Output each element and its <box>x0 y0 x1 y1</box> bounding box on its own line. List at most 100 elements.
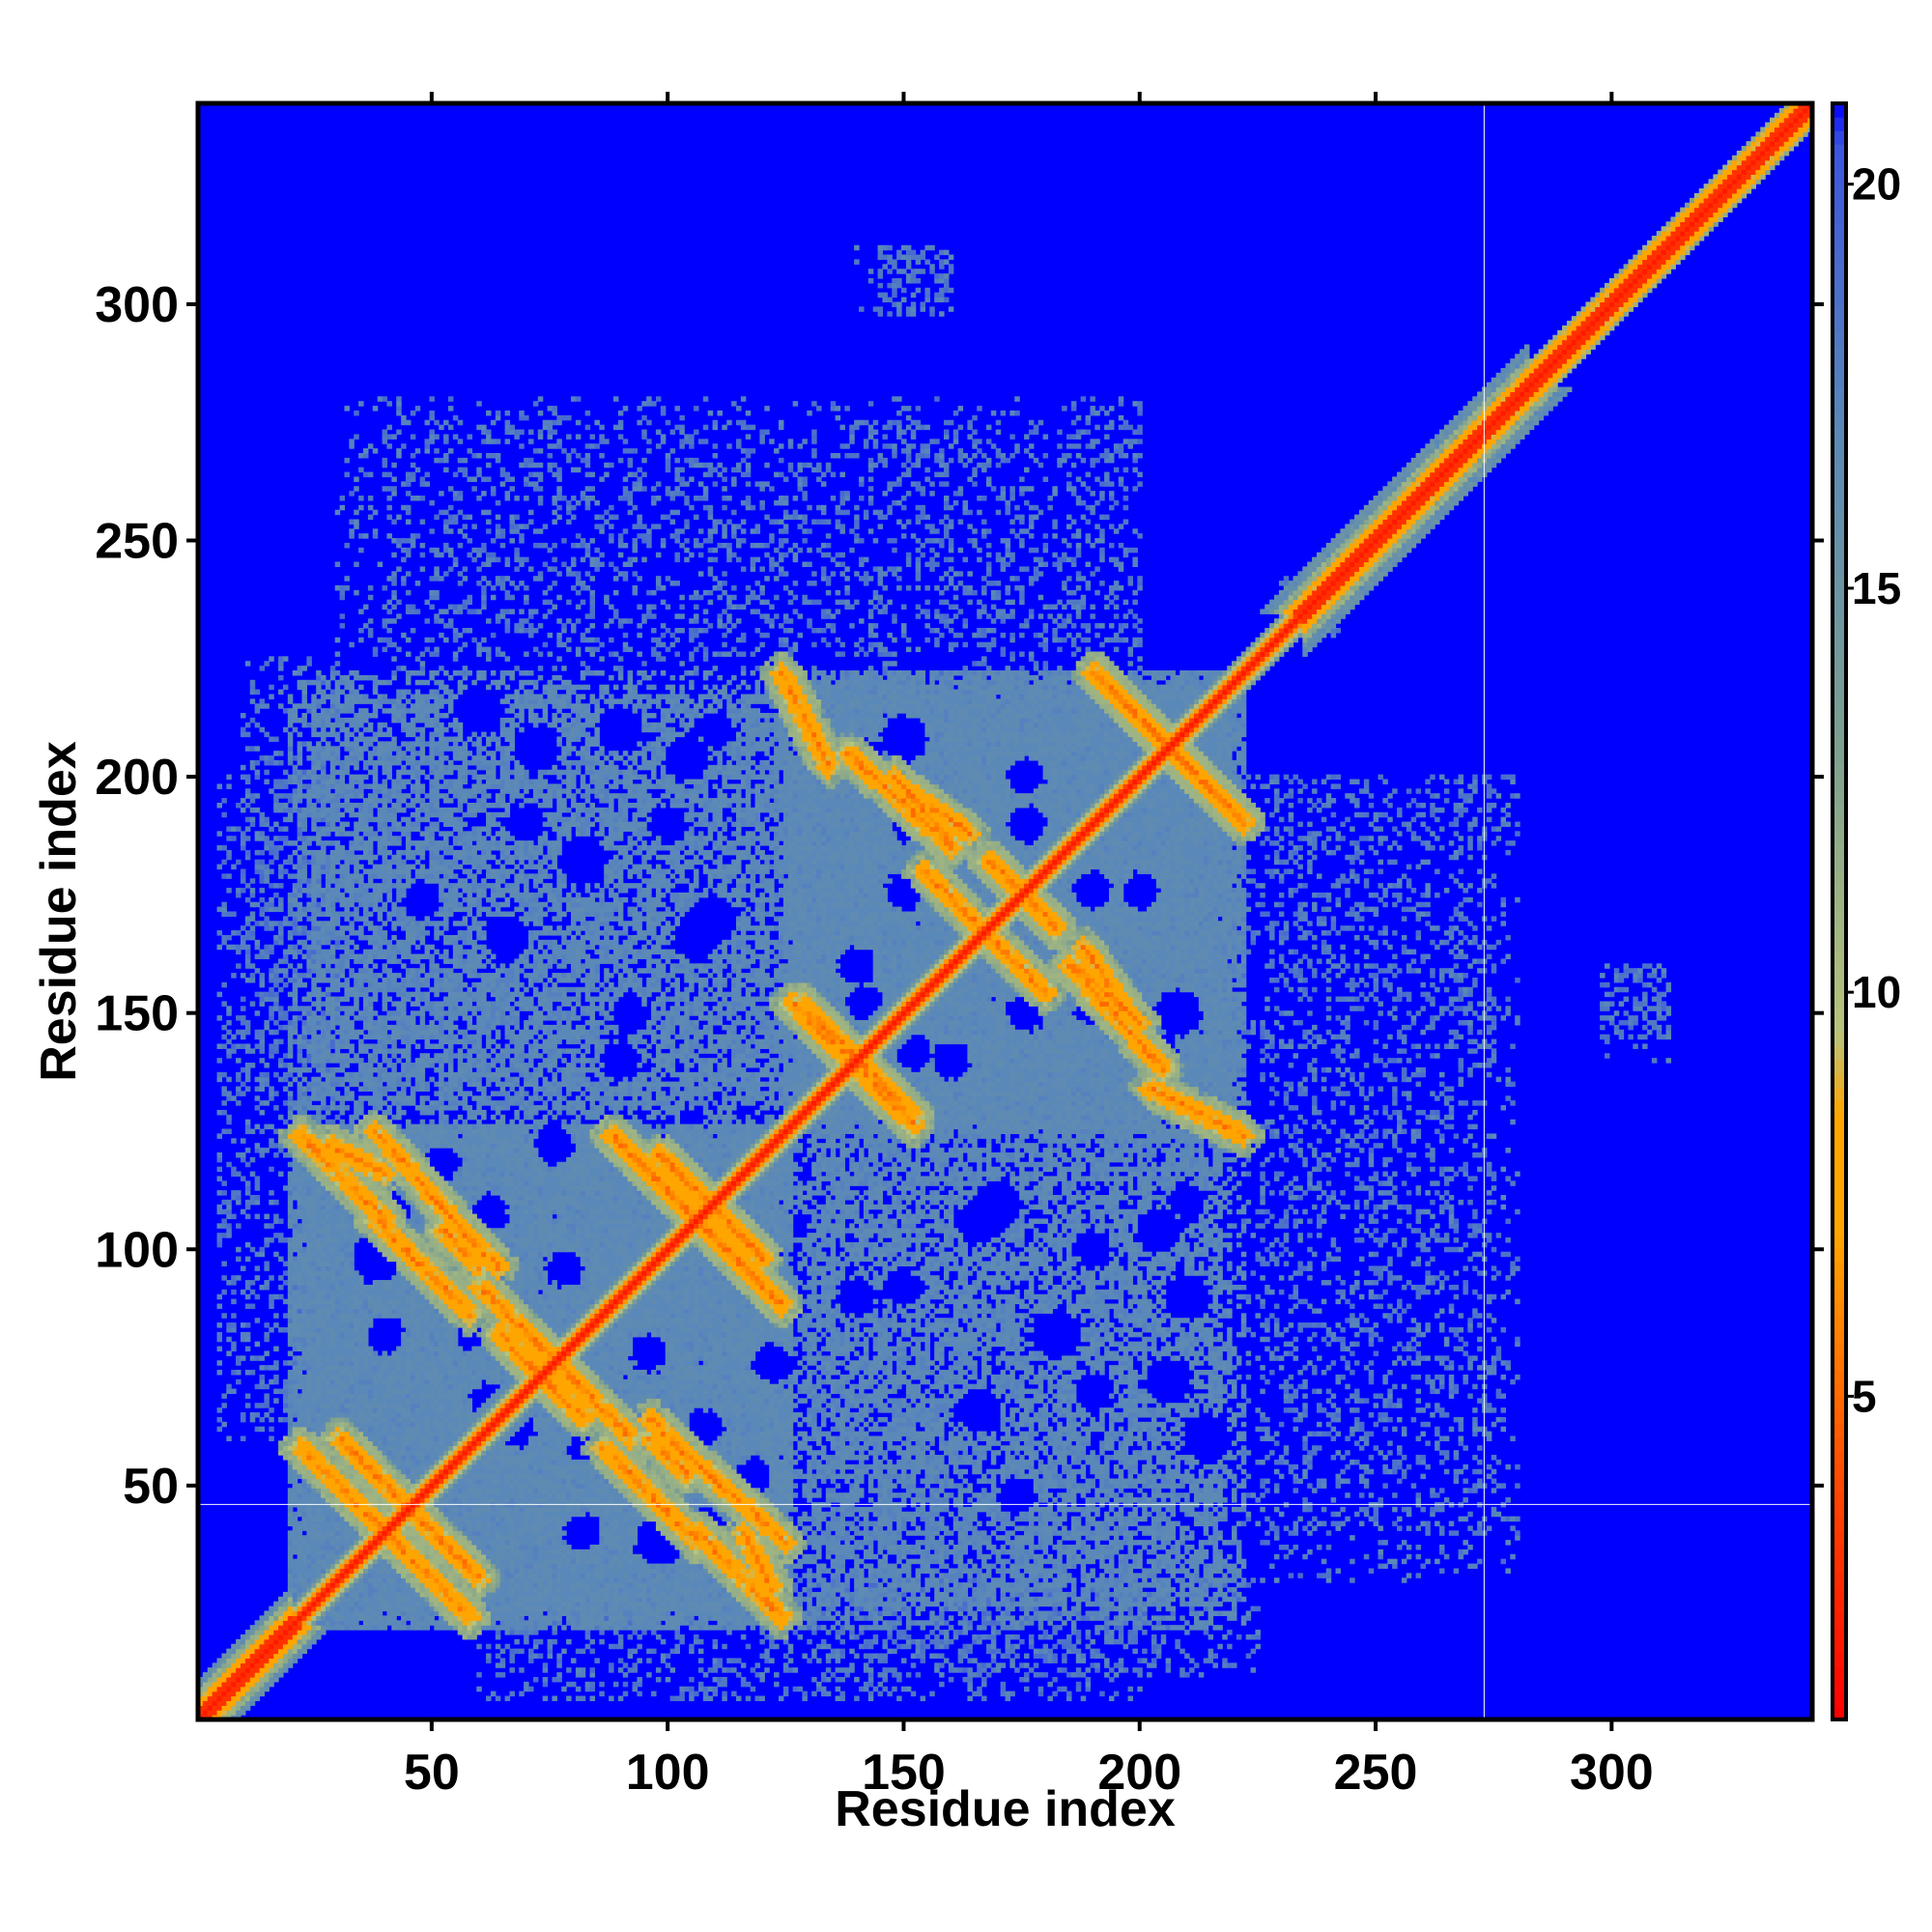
heatmap-cell-run <box>1014 1601 1025 1607</box>
heatmap-cell-run <box>1090 1516 1095 1522</box>
heatmap-cell-run <box>396 1563 402 1570</box>
heatmap-cell-run <box>566 1497 572 1503</box>
heatmap-cell-run <box>981 1558 987 1565</box>
heatmap-cell-run <box>995 1525 1002 1531</box>
heatmap-cell-run <box>486 1530 492 1536</box>
heatmap-cell-run <box>504 1568 511 1574</box>
heatmap-cell-run <box>447 1497 454 1503</box>
heatmap-cell-run <box>1024 1587 1030 1593</box>
heatmap-cell-run <box>1170 1625 1185 1631</box>
heatmap-cell-run <box>867 1488 874 1493</box>
heatmap-cell-run <box>1127 1577 1134 1583</box>
heatmap-cell-run <box>1208 1653 1214 1659</box>
heatmap-cell-run <box>264 1630 274 1635</box>
heatmap-cell-run <box>764 1548 780 1555</box>
heatmap-cell-run <box>561 1506 567 1513</box>
heatmap-cell-run <box>609 1601 614 1607</box>
heatmap-cell-run <box>244 1700 251 1706</box>
heatmap-cell-run <box>830 1601 837 1607</box>
heatmap-cell-run <box>859 1605 865 1612</box>
heatmap-cell-run <box>882 1658 888 1663</box>
heatmap-cell-run <box>1122 1591 1129 1598</box>
heatmap-cell-run <box>334 1497 341 1503</box>
heatmap-cell-run <box>981 1620 992 1626</box>
heatmap-cell-run <box>377 1553 384 1560</box>
heatmap-cell-run <box>1142 1573 1148 1578</box>
heatmap-cell-run <box>745 1587 752 1593</box>
heatmap-cell-run <box>924 1587 930 1593</box>
heatmap-cell-run <box>467 1625 472 1631</box>
heatmap-cell-run <box>528 1658 534 1663</box>
heatmap-cell-run <box>584 1483 591 1489</box>
heatmap-cell-run <box>1151 1625 1157 1631</box>
heatmap-cell-run <box>952 1520 959 1527</box>
heatmap-cell-run <box>957 1540 964 1546</box>
heatmap-cell-run <box>604 1558 610 1565</box>
heatmap-cell-run <box>745 1582 752 1588</box>
heatmap-cell-run <box>651 1587 657 1593</box>
heatmap-cell-run <box>1467 1545 1473 1550</box>
heatmap-cell-run <box>717 1511 723 1518</box>
heatmap-cell-run <box>462 1587 472 1593</box>
heatmap-cell-run <box>311 1483 317 1489</box>
heatmap-cell-run <box>830 1672 837 1678</box>
heatmap-cell-run <box>457 1630 469 1635</box>
heatmap-cell-run <box>754 1596 761 1603</box>
heatmap-cell-run <box>697 1601 704 1607</box>
heatmap-cell-run <box>934 1591 950 1598</box>
heatmap-cell-run <box>774 1634 780 1640</box>
heatmap-cell-run <box>273 1658 279 1663</box>
heatmap-cell-run <box>689 1520 695 1527</box>
heatmap-cell-run <box>1037 1540 1044 1546</box>
heatmap-cell-run <box>1142 1511 1148 1518</box>
heatmap-cell-run <box>934 1568 940 1574</box>
heatmap-cell-run <box>1024 1548 1030 1555</box>
heatmap-cell-run <box>198 1686 204 1692</box>
heatmap-cell-run <box>792 1535 799 1541</box>
heatmap-cell-run <box>1175 1638 1180 1645</box>
heatmap-cell-run <box>924 1483 930 1489</box>
heatmap-cell-run <box>499 1573 506 1578</box>
heatmap-cell-run <box>495 1568 501 1574</box>
heatmap-cell-run <box>774 1610 780 1616</box>
heatmap-cell-run <box>532 1577 544 1583</box>
heatmap-cell-run <box>901 1658 907 1663</box>
heatmap-cell-run <box>896 1582 902 1588</box>
heatmap-cell-run <box>499 1558 511 1565</box>
heatmap-cell-run <box>372 1548 379 1555</box>
heatmap-cell-run <box>816 1582 822 1588</box>
heatmap-cell-run <box>839 1553 845 1560</box>
heatmap-cell-run <box>1227 1615 1237 1621</box>
heatmap-cell-run <box>424 1483 431 1489</box>
heatmap-cell-run <box>957 1653 964 1659</box>
heatmap-cell-run <box>1108 1676 1115 1683</box>
heatmap-cell-run <box>646 1615 657 1621</box>
heatmap-cell-run <box>679 1530 685 1536</box>
heatmap-cell-run <box>754 1511 761 1518</box>
heatmap-cell-run <box>920 1591 926 1598</box>
heatmap-cell-run <box>929 1638 935 1645</box>
heatmap-cell-run <box>499 1601 515 1607</box>
heatmap-cell-run <box>877 1525 884 1531</box>
heatmap-cell-run <box>306 1610 312 1616</box>
heatmap-cell-run <box>382 1516 388 1522</box>
heatmap-cell-run <box>1118 1506 1124 1513</box>
heatmap-cell-run <box>287 1558 303 1565</box>
heatmap-cell-run <box>807 1658 812 1663</box>
heatmap-cell-run <box>1269 1525 1275 1531</box>
heatmap-cell-run <box>901 1568 912 1574</box>
heatmap-cell-run <box>396 1625 402 1631</box>
heatmap-cell-run <box>471 1582 477 1588</box>
heatmap-cell-run <box>532 1625 539 1631</box>
heatmap-cell-run <box>1198 1596 1205 1603</box>
heatmap-cell-run <box>249 1630 256 1635</box>
heatmap-cell-run <box>990 1483 997 1489</box>
heatmap-cell-run <box>354 1605 359 1612</box>
heatmap-cell-run <box>835 1620 841 1626</box>
heatmap-cell-run <box>929 1492 935 1498</box>
heatmap-cell-run <box>929 1573 935 1578</box>
heatmap-cell-run <box>339 1596 350 1603</box>
heatmap-cell-run <box>396 1568 412 1574</box>
heatmap-cell-run <box>1193 1492 1200 1498</box>
heatmap-cell-run <box>854 1601 860 1607</box>
